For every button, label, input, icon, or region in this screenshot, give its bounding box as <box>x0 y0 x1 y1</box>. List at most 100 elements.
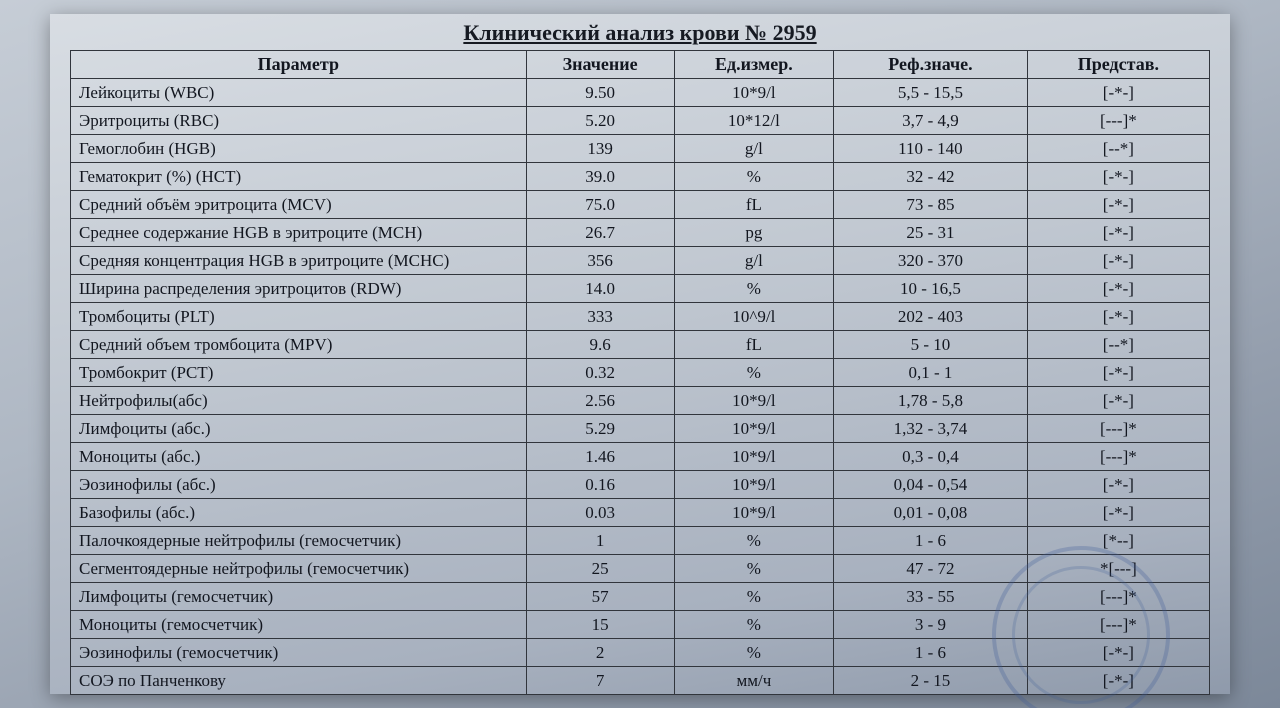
cell-representation: [-*-] <box>1027 359 1209 387</box>
cell-unit: % <box>674 555 833 583</box>
cell-representation: [-*-] <box>1027 219 1209 247</box>
cell-parameter: Тромбокрит (PCT) <box>71 359 527 387</box>
cell-value: 1.46 <box>526 443 674 471</box>
cell-value: 356 <box>526 247 674 275</box>
report-title: Клинический анализ крови № 2959 <box>70 20 1210 46</box>
cell-parameter: Гемоглобин (HGB) <box>71 135 527 163</box>
cell-reference: 25 - 31 <box>834 219 1028 247</box>
col-representation: Представ. <box>1027 51 1209 79</box>
cell-parameter: Моноциты (абс.) <box>71 443 527 471</box>
table-row: Эритроциты (RBC)5.2010*12/l3,7 - 4,9[---… <box>71 107 1210 135</box>
table-row: Моноциты (гемосчетчик)15%3 - 9[---]* <box>71 611 1210 639</box>
table-row: Средний объём эритроцита (MCV)75.0fL73 -… <box>71 191 1210 219</box>
col-unit: Ед.измер. <box>674 51 833 79</box>
cell-value: 57 <box>526 583 674 611</box>
cell-unit: 10*9/l <box>674 79 833 107</box>
cell-reference: 3 - 9 <box>834 611 1028 639</box>
table-row: Тромбоциты (PLT)33310^9/l202 - 403[-*-] <box>71 303 1210 331</box>
cell-representation: [-*-] <box>1027 247 1209 275</box>
cell-representation: [---]* <box>1027 611 1209 639</box>
cell-unit: % <box>674 359 833 387</box>
table-row: Гематокрит (%) (HCT)39.0%32 - 42[-*-] <box>71 163 1210 191</box>
cell-unit: мм/ч <box>674 667 833 695</box>
cell-unit: % <box>674 163 833 191</box>
cell-unit: % <box>674 611 833 639</box>
cell-reference: 1,78 - 5,8 <box>834 387 1028 415</box>
cell-unit: % <box>674 583 833 611</box>
col-value: Значение <box>526 51 674 79</box>
cell-parameter: Средний объём эритроцита (MCV) <box>71 191 527 219</box>
cell-unit: 10*9/l <box>674 443 833 471</box>
cell-reference: 0,01 - 0,08 <box>834 499 1028 527</box>
table-row: Моноциты (абс.)1.4610*9/l0,3 - 0,4[---]* <box>71 443 1210 471</box>
cell-parameter: Гематокрит (%) (HCT) <box>71 163 527 191</box>
cell-parameter: Нейтрофилы(абс) <box>71 387 527 415</box>
cell-value: 1 <box>526 527 674 555</box>
table-row: Сегментоядерные нейтрофилы (гемосчетчик)… <box>71 555 1210 583</box>
cell-reference: 1 - 6 <box>834 527 1028 555</box>
cell-reference: 110 - 140 <box>834 135 1028 163</box>
table-row: Ширина распределения эритроцитов (RDW)14… <box>71 275 1210 303</box>
cell-value: 0.32 <box>526 359 674 387</box>
cell-reference: 320 - 370 <box>834 247 1028 275</box>
cell-value: 7 <box>526 667 674 695</box>
cell-value: 0.03 <box>526 499 674 527</box>
cell-representation: [*--] <box>1027 527 1209 555</box>
table-row: СОЭ по Панченкову7мм/ч2 - 15[-*-] <box>71 667 1210 695</box>
cell-representation: [-*-] <box>1027 163 1209 191</box>
cell-representation: [---]* <box>1027 107 1209 135</box>
cell-value: 14.0 <box>526 275 674 303</box>
table-row: Тромбокрит (PCT)0.32%0,1 - 1[-*-] <box>71 359 1210 387</box>
cell-unit: g/l <box>674 135 833 163</box>
cell-value: 25 <box>526 555 674 583</box>
cell-parameter: Ширина распределения эритроцитов (RDW) <box>71 275 527 303</box>
cell-value: 26.7 <box>526 219 674 247</box>
cell-reference: 3,7 - 4,9 <box>834 107 1028 135</box>
cell-reference: 0,3 - 0,4 <box>834 443 1028 471</box>
cell-parameter: Тромбоциты (PLT) <box>71 303 527 331</box>
table-row: Эозинофилы (абс.)0.1610*9/l0,04 - 0,54[-… <box>71 471 1210 499</box>
cell-value: 2.56 <box>526 387 674 415</box>
cell-value: 9.50 <box>526 79 674 107</box>
cell-representation: [-*-] <box>1027 191 1209 219</box>
cell-unit: 10*9/l <box>674 387 833 415</box>
cell-parameter: Эозинофилы (гемосчетчик) <box>71 639 527 667</box>
cell-unit: 10^9/l <box>674 303 833 331</box>
cell-representation: [---]* <box>1027 443 1209 471</box>
cell-parameter: Средняя концентрация HGB в эритроците (M… <box>71 247 527 275</box>
cell-parameter: Средний объем тромбоцита (MPV) <box>71 331 527 359</box>
cell-value: 2 <box>526 639 674 667</box>
cell-reference: 202 - 403 <box>834 303 1028 331</box>
cell-representation: [---]* <box>1027 583 1209 611</box>
cell-unit: fL <box>674 331 833 359</box>
cell-parameter: Сегментоядерные нейтрофилы (гемосчетчик) <box>71 555 527 583</box>
cell-representation: [-*-] <box>1027 387 1209 415</box>
cell-representation: [-*-] <box>1027 79 1209 107</box>
cell-reference: 5,5 - 15,5 <box>834 79 1028 107</box>
results-table: Параметр Значение Ед.измер. Реф.значе. П… <box>70 50 1210 695</box>
table-row: Лимфоциты (гемосчетчик)57%33 - 55[---]* <box>71 583 1210 611</box>
cell-parameter: Среднее содержание HGB в эритроците (MCH… <box>71 219 527 247</box>
cell-value: 5.29 <box>526 415 674 443</box>
cell-unit: 10*9/l <box>674 471 833 499</box>
cell-representation: [---]* <box>1027 415 1209 443</box>
cell-parameter: Палочкоядерные нейтрофилы (гемосчетчик) <box>71 527 527 555</box>
cell-representation: [-*-] <box>1027 275 1209 303</box>
cell-reference: 0,04 - 0,54 <box>834 471 1028 499</box>
cell-unit: g/l <box>674 247 833 275</box>
cell-reference: 1,32 - 3,74 <box>834 415 1028 443</box>
cell-unit: % <box>674 275 833 303</box>
table-row: Палочкоядерные нейтрофилы (гемосчетчик)1… <box>71 527 1210 555</box>
cell-representation: [--*] <box>1027 135 1209 163</box>
cell-parameter: Лимфоциты (абс.) <box>71 415 527 443</box>
cell-parameter: Эозинофилы (абс.) <box>71 471 527 499</box>
table-row: Нейтрофилы(абс)2.5610*9/l1,78 - 5,8[-*-] <box>71 387 1210 415</box>
table-row: Среднее содержание HGB в эритроците (MCH… <box>71 219 1210 247</box>
cell-unit: 10*9/l <box>674 499 833 527</box>
table-row: Лейкоциты (WBC)9.5010*9/l5,5 - 15,5[-*-] <box>71 79 1210 107</box>
col-reference: Реф.значе. <box>834 51 1028 79</box>
cell-value: 333 <box>526 303 674 331</box>
cell-value: 5.20 <box>526 107 674 135</box>
cell-representation: [-*-] <box>1027 471 1209 499</box>
cell-value: 39.0 <box>526 163 674 191</box>
